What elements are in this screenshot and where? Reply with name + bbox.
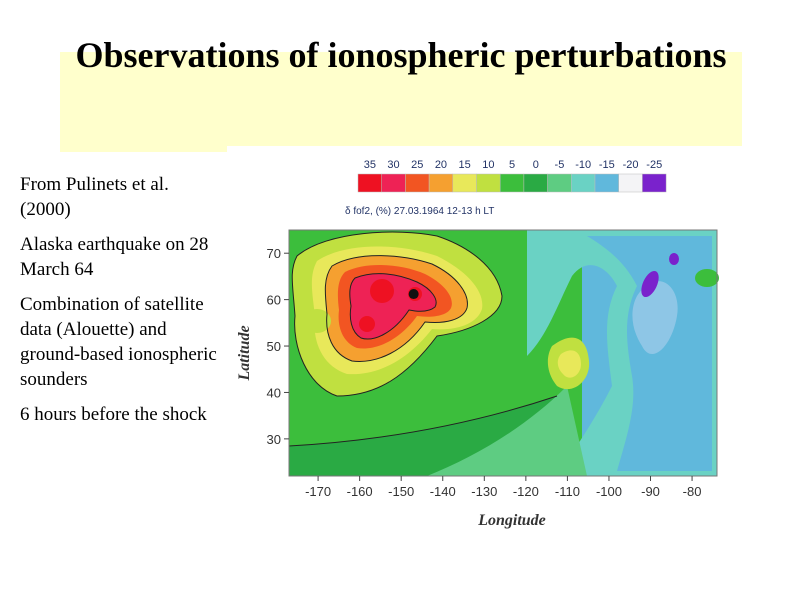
x-tick-label: -150 <box>388 484 414 499</box>
colorbar: 35 30 25 20 15 10 5 0 -5 -10 -15 -20 -25 <box>357 159 667 193</box>
ionosphere-map: 35 30 25 20 15 10 5 0 -5 -10 -15 -20 -25 δ fof2, (%)… <box>227 146 784 540</box>
y-axis-label: Latitude <box>236 325 253 381</box>
y-tick-label: 60 <box>267 293 281 308</box>
bullet-earthquake: Alaska earthquake on 28 March 64 <box>20 234 209 280</box>
colorbar-swatch <box>642 173 667 193</box>
x-tick-label: -140 <box>430 484 456 499</box>
colorbar-swatch <box>571 173 596 193</box>
contour-east-patch <box>695 269 719 287</box>
y-tick-label: 40 <box>267 385 281 400</box>
bullet-method: Combination of satellite data (Alouette)… <box>20 294 217 390</box>
contour-west-patch <box>303 309 331 333</box>
y-axis: 70 60 50 40 30 <box>267 246 289 447</box>
x-tick-label: -110 <box>555 484 580 499</box>
slide-title: Observations of ionospheric perturbation… <box>75 35 727 75</box>
x-axis: -170 -160 -150 -140 -130 -120 -110 -100 -90 -80 <box>305 476 701 499</box>
contour-line-30 <box>349 273 437 340</box>
colorbar-swatch <box>452 173 477 193</box>
colorbar-tick-label: -5 <box>555 159 565 171</box>
title-band <box>60 52 742 152</box>
x-tick-label: -100 <box>596 484 622 499</box>
bullet-timing: 6 hours before the shock <box>20 404 207 425</box>
x-tick-label: -170 <box>305 484 331 499</box>
colorbar-tick-label: 30 <box>387 159 399 171</box>
y-tick-label: 70 <box>267 246 281 261</box>
colorbar-swatch <box>405 173 430 193</box>
y-tick-label: 50 <box>267 339 281 354</box>
contour-lines <box>288 231 558 447</box>
contour-line-20 <box>324 255 468 362</box>
colorbar-tick-label: 5 <box>509 159 515 171</box>
contour-35-a <box>370 279 394 303</box>
map-frame <box>288 229 718 477</box>
colorbar-swatch <box>428 173 454 193</box>
colorbar-tick-label: 0 <box>533 159 539 171</box>
colorbar-tick-label: -15 <box>599 159 615 171</box>
x-tick-label: -160 <box>347 484 373 499</box>
colorbar-tick-label: 20 <box>435 159 447 171</box>
contour-line-south <box>288 395 558 447</box>
bullet-source: From Pulinets et al. (2000) <box>20 174 169 220</box>
x-tick-label: -130 <box>471 484 497 499</box>
contour-minus-25-a <box>641 270 659 298</box>
contour-minus-5-south <box>427 386 587 476</box>
colorbar-tick-label: -20 <box>623 159 639 171</box>
y-tick-label: 30 <box>267 432 281 447</box>
colorbar-swatch <box>357 173 382 193</box>
colorbar-swatch <box>523 173 548 193</box>
colorbar-tick-label: 25 <box>411 159 423 171</box>
colorbar-swatch <box>594 173 619 193</box>
colorbar-tick-label: 15 <box>459 159 471 171</box>
bullet-list: From Pulinets et al. (2000) Alaska earth… <box>20 172 220 437</box>
colorbar-swatch <box>476 173 501 193</box>
colorbar-tick-label: -10 <box>575 159 591 171</box>
colorbar-swatch <box>618 173 643 193</box>
x-axis-label: Longitude <box>477 512 546 529</box>
contour-minus-20 <box>632 281 678 355</box>
x-tick-label: -120 <box>513 484 539 499</box>
colorbar-tick-label: -25 <box>646 159 662 171</box>
colorbar-swatch <box>381 173 406 193</box>
colorbar-swatch <box>547 173 572 193</box>
contour-35-b <box>359 316 375 332</box>
x-tick-label: -80 <box>683 484 702 499</box>
colorbar-tick-label: 35 <box>364 159 376 171</box>
contour-line-10 <box>291 231 503 397</box>
contour-minus-25-b <box>669 253 679 265</box>
contour-map <box>288 229 719 477</box>
map-caption: δ fof2, (%) 27.03.1964 12-13 h LT <box>345 206 494 217</box>
x-tick-label: -90 <box>641 484 660 499</box>
epicenter-marker <box>408 289 419 300</box>
colorbar-swatch <box>499 173 525 193</box>
contour-15-south <box>557 350 581 378</box>
colorbar-tick-label: 10 <box>482 159 494 171</box>
ionosphere-figure: 35 30 25 20 15 10 5 0 -5 -10 -15 -20 -25 δ fof2, (%)… <box>227 146 784 540</box>
